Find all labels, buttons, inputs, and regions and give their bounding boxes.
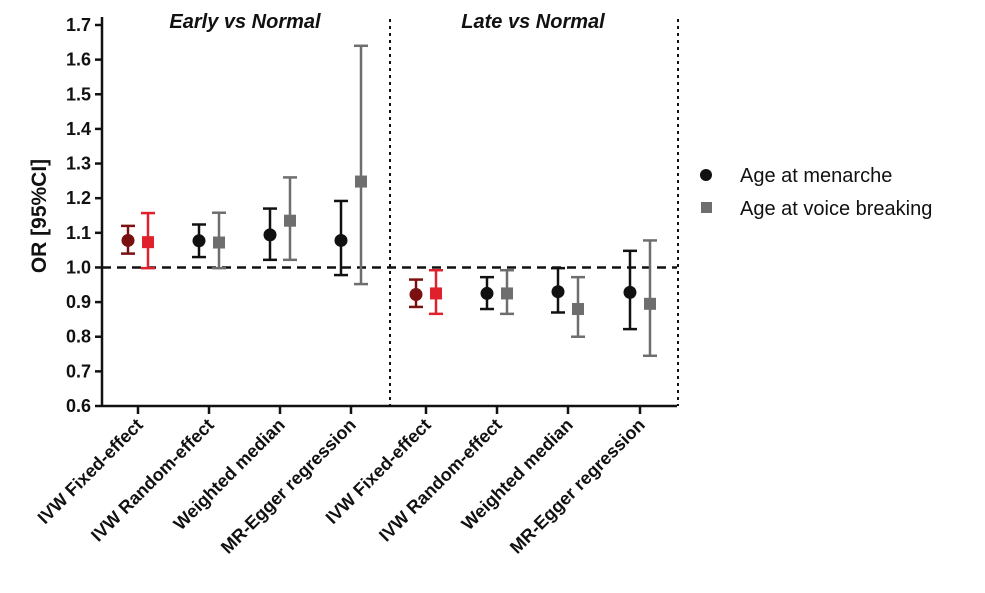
panel-title-early: Early vs Normal [169, 11, 321, 33]
y-tick-label: 0.9 [66, 292, 91, 312]
data-point [644, 297, 656, 310]
y-tick-label: 0.8 [66, 327, 91, 347]
y-tick-label: 1.6 [66, 50, 91, 70]
y-tick-label: 1.1 [66, 223, 91, 243]
legend-marker-menarche [700, 169, 712, 181]
data-point [334, 233, 348, 247]
category-label: IVW Random-effect [375, 415, 506, 546]
legend-label-voice: Age at voice breaking [740, 198, 932, 220]
legend-label-menarche: Age at menarche [740, 165, 892, 187]
y-tick-label: 0.7 [66, 361, 91, 381]
category-label: MR-Egger regression [217, 415, 360, 558]
data-point [480, 286, 494, 300]
data-point [213, 236, 225, 249]
y-tick-label: 1.3 [66, 154, 91, 174]
data-point [623, 285, 637, 299]
category-label: MR-Egger regression [506, 415, 649, 558]
legend: Age at menarche Age at voice breaking [700, 165, 932, 220]
y-tick-label: 1.2 [66, 188, 91, 208]
y-axis-label: OR [95%CI] [28, 159, 51, 273]
axes-layer: 0.6 0.7 0.8 0.9 1.0 1.1 1.2 1.3 1.4 1.5 1.6 1.7 [66, 15, 679, 416]
data-point [121, 233, 135, 247]
data-point [284, 214, 296, 227]
y-tick-label: 1.5 [66, 84, 91, 104]
panel-titles: Early vs Normal Late vs Normal [169, 11, 605, 33]
y-tick-label: 1.0 [66, 257, 91, 277]
data-point [430, 287, 442, 300]
data-point [501, 287, 513, 300]
data-point [142, 236, 154, 249]
data-point [572, 303, 584, 316]
data-point [409, 287, 423, 301]
marks-layer [121, 44, 657, 358]
panel-title-late: Late vs Normal [461, 11, 605, 33]
data-point [263, 228, 277, 242]
data-point [192, 234, 206, 248]
data-point [551, 285, 565, 299]
y-tick-label: 0.6 [66, 396, 91, 416]
y-tick-label: 1.4 [66, 119, 91, 139]
category-label: IVW Random-effect [87, 415, 218, 546]
data-point [355, 175, 367, 188]
legend-marker-voice [701, 202, 712, 213]
series-1 [141, 44, 657, 358]
series-0 [121, 199, 637, 331]
y-tick-label: 1.7 [66, 15, 91, 35]
